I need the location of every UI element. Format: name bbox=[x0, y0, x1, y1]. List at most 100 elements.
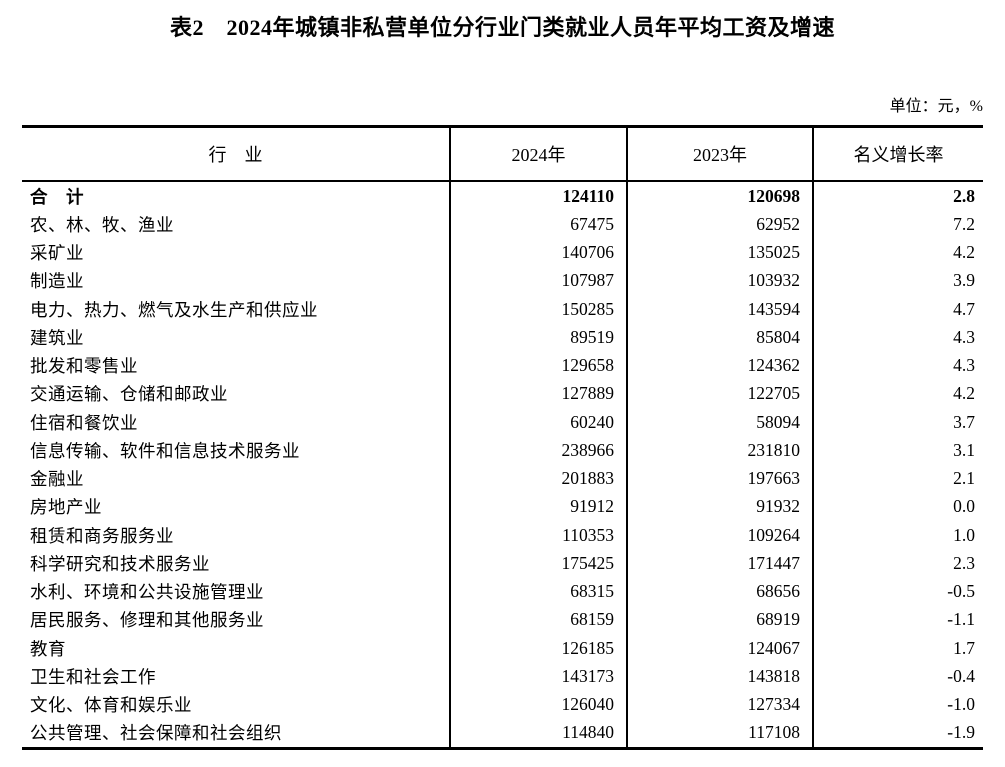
cell-growth: 2.1 bbox=[953, 468, 975, 489]
col-header-2023: 2023年 bbox=[627, 126, 814, 182]
cell-2023: 171447 bbox=[627, 549, 814, 578]
cell-2023: 231810 bbox=[627, 436, 814, 465]
table-row: 信息传输、软件和信息技术服务业 238966 231810 3.1 bbox=[22, 436, 983, 465]
table-row: 科学研究和技术服务业 175425 171447 2.3 bbox=[22, 549, 983, 578]
table-row: 金融业 201883 197663 2.1 bbox=[22, 464, 983, 493]
cell-industry: 合 计 bbox=[22, 181, 451, 211]
cell-industry: 农、林、牧、渔业 bbox=[22, 210, 451, 239]
cell-industry: 交通运输、仓储和邮政业 bbox=[22, 379, 451, 408]
cell-industry: 房地产业 bbox=[22, 492, 451, 521]
cell-2023: 117108 bbox=[627, 718, 814, 749]
cell-2024: 60240 bbox=[450, 408, 628, 437]
cell-2023: 143594 bbox=[627, 295, 814, 324]
cell-2023: 120698 bbox=[627, 181, 814, 211]
cell-2023: 127334 bbox=[627, 690, 814, 719]
cell-2023: 109264 bbox=[627, 521, 814, 550]
cell-industry: 信息传输、软件和信息技术服务业 bbox=[22, 436, 451, 465]
cell-industry: 批发和零售业 bbox=[22, 351, 451, 380]
col-header-2024: 2024年 bbox=[450, 126, 628, 182]
cell-2024: 114840 bbox=[450, 718, 628, 749]
cell-industry: 建筑业 bbox=[22, 323, 451, 352]
cell-industry: 租赁和商务服务业 bbox=[22, 521, 451, 550]
cell-growth: 3.9 bbox=[953, 270, 975, 291]
cell-growth: -0.5 bbox=[947, 581, 975, 602]
cell-2024: 68159 bbox=[450, 605, 628, 634]
unit-row: 单位：元，% bbox=[22, 96, 983, 118]
cell-growth: 2.8 bbox=[953, 185, 975, 206]
cell-2024: 126040 bbox=[450, 690, 628, 719]
cell-2024: 140706 bbox=[450, 238, 628, 267]
table-row: 房地产业 91912 91932 0.0 bbox=[22, 492, 983, 521]
cell-industry: 金融业 bbox=[22, 464, 451, 493]
header-row: 行 业 2024年 2023年 名义增长率 bbox=[22, 126, 983, 182]
table-body: 合 计 124110 120698 2.8 农、林、牧、渔业 67475 62952 7.2 采… bbox=[22, 181, 983, 749]
table-row: 卫生和社会工作 143173 143818 -0.4 bbox=[22, 662, 983, 691]
table-row: 公共管理、社会保障和社会组织 114840 117108 -1.9 bbox=[22, 718, 983, 749]
cell-growth: -0.4 bbox=[947, 665, 975, 686]
cell-2023: 197663 bbox=[627, 464, 814, 493]
table-row: 租赁和商务服务业 110353 109264 1.0 bbox=[22, 521, 983, 550]
cell-growth: 2.3 bbox=[953, 552, 975, 573]
table-row: 合 计 124110 120698 2.8 bbox=[22, 181, 983, 211]
cell-industry: 公共管理、社会保障和社会组织 bbox=[22, 718, 451, 749]
cell-2023: 135025 bbox=[627, 238, 814, 267]
cell-growth: 4.3 bbox=[953, 326, 975, 347]
table-row: 住宿和餐饮业 60240 58094 3.7 bbox=[22, 408, 983, 437]
cell-growth: -1.9 bbox=[947, 722, 975, 743]
cell-2024: 91912 bbox=[450, 492, 628, 521]
cell-2024: 126185 bbox=[450, 634, 628, 663]
cell-2023: 124067 bbox=[627, 634, 814, 663]
cell-2024: 67475 bbox=[450, 210, 628, 239]
cell-2024: 68315 bbox=[450, 577, 628, 606]
cell-growth: 4.2 bbox=[953, 383, 975, 404]
cell-industry: 居民服务、修理和其他服务业 bbox=[22, 605, 451, 634]
cell-industry: 文化、体育和娱乐业 bbox=[22, 690, 451, 719]
cell-2023: 58094 bbox=[627, 408, 814, 437]
cell-2023: 122705 bbox=[627, 379, 814, 408]
cell-industry: 住宿和餐饮业 bbox=[22, 408, 451, 437]
cell-growth: -1.0 bbox=[947, 694, 975, 715]
cell-2023: 68656 bbox=[627, 577, 814, 606]
cell-2023: 85804 bbox=[627, 323, 814, 352]
cell-2024: 107987 bbox=[450, 266, 628, 295]
cell-2024: 201883 bbox=[450, 464, 628, 493]
cell-industry: 科学研究和技术服务业 bbox=[22, 549, 451, 578]
cell-growth: 4.2 bbox=[953, 242, 975, 263]
col-header-growth: 名义增长率 bbox=[813, 126, 983, 182]
cell-growth: 4.7 bbox=[953, 298, 975, 319]
cell-2023: 68919 bbox=[627, 605, 814, 634]
cell-growth: 3.1 bbox=[953, 439, 975, 460]
cell-growth: 7.2 bbox=[953, 213, 975, 234]
cell-industry: 卫生和社会工作 bbox=[22, 662, 451, 691]
table-row: 交通运输、仓储和邮政业 127889 122705 4.2 bbox=[22, 379, 983, 408]
cell-2024: 124110 bbox=[450, 181, 628, 211]
cell-growth: 4.3 bbox=[953, 355, 975, 376]
cell-2023: 62952 bbox=[627, 210, 814, 239]
page-title: 表2 2024年城镇非私营单位分行业门类就业人员年平均工资及增速 bbox=[169, 15, 835, 40]
cell-2024: 89519 bbox=[450, 323, 628, 352]
cell-2024: 129658 bbox=[450, 351, 628, 380]
cell-growth: -1.1 bbox=[947, 609, 975, 630]
cell-industry: 电力、热力、燃气及水生产和供应业 bbox=[22, 295, 451, 324]
table-row: 制造业 107987 103932 3.9 bbox=[22, 266, 983, 295]
table-row: 电力、热力、燃气及水生产和供应业 150285 143594 4.7 bbox=[22, 295, 983, 324]
cell-industry: 水利、环境和公共设施管理业 bbox=[22, 577, 451, 606]
cell-2024: 175425 bbox=[450, 549, 628, 578]
table-row: 教育 126185 124067 1.7 bbox=[22, 634, 983, 663]
cell-2023: 143818 bbox=[627, 662, 814, 691]
cell-2023: 124362 bbox=[627, 351, 814, 380]
cell-industry: 采矿业 bbox=[22, 238, 451, 267]
table-row: 文化、体育和娱乐业 126040 127334 -1.0 bbox=[22, 690, 983, 719]
cell-growth: 1.7 bbox=[953, 637, 975, 658]
wage-table: 行 业 2024年 2023年 名义增长率 合 计 124110 120698 2.8… bbox=[22, 125, 983, 750]
cell-industry: 制造业 bbox=[22, 266, 451, 295]
cell-2024: 238966 bbox=[450, 436, 628, 465]
unit-label: 单位：元，% bbox=[889, 98, 983, 115]
col-header-industry: 行 业 bbox=[22, 126, 451, 182]
cell-2024: 143173 bbox=[450, 662, 628, 691]
table-row: 建筑业 89519 85804 4.3 bbox=[22, 323, 983, 352]
cell-growth: 1.0 bbox=[953, 524, 975, 545]
table-row: 采矿业 140706 135025 4.2 bbox=[22, 238, 983, 267]
table-row: 批发和零售业 129658 124362 4.3 bbox=[22, 351, 983, 380]
